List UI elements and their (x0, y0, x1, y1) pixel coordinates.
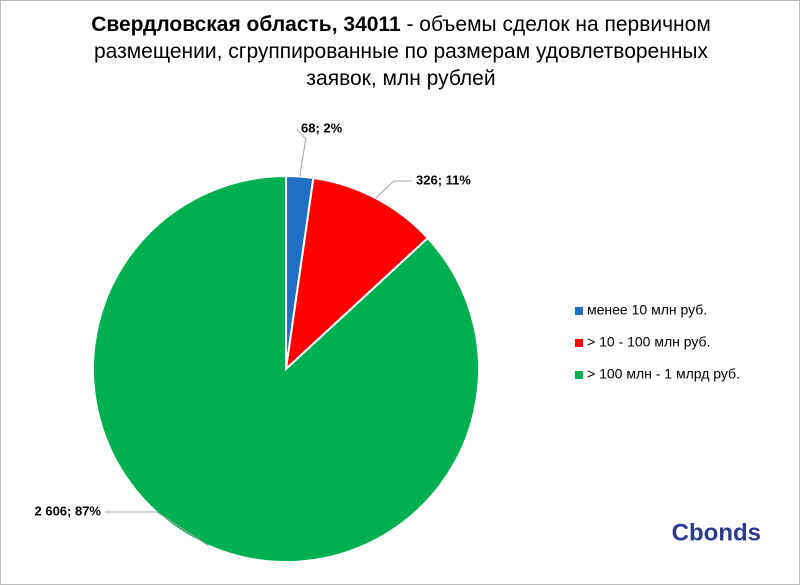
data-label: 68; 2% (301, 120, 343, 135)
legend-label: > 100 млн - 1 млрд руб. (587, 366, 740, 382)
legend-swatch (575, 307, 583, 315)
title-rest: - объемы сделок на первичном размещении,… (93, 13, 711, 90)
legend-swatch (575, 339, 583, 347)
logo: Cbonds (672, 519, 761, 546)
leader-line (296, 128, 307, 177)
leader-line (105, 511, 209, 547)
legend-label: > 10 - 100 млн руб. (587, 334, 710, 350)
legend-label: менее 10 млн руб. (587, 302, 707, 318)
data-label: 326; 11% (416, 172, 471, 187)
leader-line (375, 180, 412, 199)
legend-swatch (575, 371, 583, 379)
chart-title: Свердловская область, 34011 - объемы сде… (91, 11, 711, 92)
data-label: 2 606; 87% (35, 503, 102, 518)
title-bold: Свердловская область, 34011 (91, 13, 401, 36)
